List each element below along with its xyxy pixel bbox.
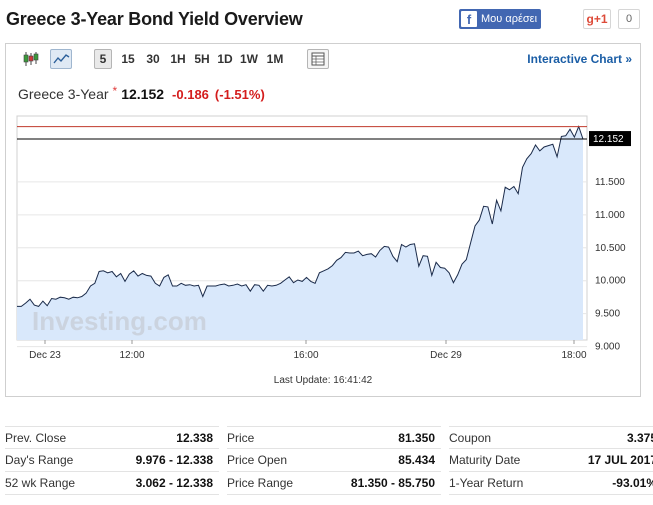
stat-row: Prev. Close 12.338 [5, 426, 219, 449]
timeframe-1d-button[interactable]: 1D [217, 52, 233, 66]
stats-column-1: Prev. Close 12.338 Day's Range 9.976 - 12.3… [5, 426, 219, 495]
y-tick-label: 10.500 [595, 243, 626, 254]
delayed-star-icon: * [112, 84, 118, 98]
interactive-chart-link[interactable]: Interactive Chart » [527, 52, 632, 66]
chart-toolbar: 5 15 30 1H 5H 1D 1W 1M Interactive Chart » [6, 44, 640, 74]
timeframe-15-button[interactable]: 15 [121, 52, 135, 66]
stat-label: Prev. Close [5, 430, 67, 445]
stat-value: 12.338 [176, 430, 213, 445]
stat-value: 9.976 - 12.338 [135, 453, 213, 467]
stat-value: 85.434 [398, 453, 435, 467]
quote-price: 12.152 [121, 86, 165, 102]
facebook-like-button[interactable]: f Μου αρέσει [459, 9, 542, 29]
stat-label: Price [227, 430, 255, 445]
y-tick-label: 10.000 [595, 276, 626, 287]
facebook-like-label: Μου αρέσει [481, 13, 538, 25]
quote-line: Greece 3-Year * 12.152 -0.186 (-1.51%) [18, 84, 265, 102]
google-plus-button[interactable]: g+1 [583, 9, 611, 29]
stats-column-2: Price 81.350 Price Open 85.434 Price Range 81… [227, 426, 441, 495]
stat-value: 3.375 [626, 430, 653, 445]
timeframe-5h-button[interactable]: 5H [194, 52, 210, 66]
stat-row: 52 wk Range 3.062 - 12.338 [5, 472, 219, 495]
stat-value: -93.01% [612, 476, 653, 490]
stat-label: Price Open [227, 453, 288, 467]
x-tick-label: Dec 29 [430, 350, 462, 361]
quote-change: -0.186 [172, 87, 209, 102]
stat-row: Price Range 81.350 - 85.750 [227, 472, 441, 495]
investing-watermark: Investing.com [32, 306, 207, 336]
y-tick-label: 9.000 [595, 342, 620, 353]
series-area [17, 126, 583, 340]
timeframe-1h-button[interactable]: 1H [170, 52, 186, 66]
stat-row: 1-Year Return -93.01% [449, 472, 653, 495]
x-tick-label: 12:00 [119, 350, 144, 361]
timeframe-1m-button[interactable]: 1M [266, 52, 284, 66]
facebook-icon: f [461, 11, 477, 27]
quote-name: Greece 3-Year [18, 86, 109, 102]
y-tick-label: 11.500 [595, 177, 625, 188]
stat-label: Maturity Date [449, 453, 521, 467]
quote-change-percent: (-1.51%) [214, 87, 265, 102]
stat-label: Coupon [449, 430, 492, 445]
stat-row: Price 81.350 [227, 426, 441, 449]
timeframe-30-button[interactable]: 30 [146, 52, 160, 66]
x-tick-label: Dec 23 [29, 350, 61, 361]
stat-row: Coupon 3.375 [449, 426, 653, 449]
last-price-value: 12.152 [593, 134, 624, 145]
timeframe-5-button[interactable]: 5 [94, 49, 112, 69]
candlestick-icon[interactable] [20, 49, 42, 69]
page-title: Greece 3-Year Bond Yield Overview [6, 9, 303, 29]
y-tick-label: 11.000 [595, 210, 625, 221]
x-tick-label: 16:00 [293, 350, 318, 361]
stats-column-3: Coupon 3.375 Maturity Date 17 JUL 2017 1-Yea… [449, 426, 653, 495]
stat-value: 17 JUL 2017 [587, 453, 653, 467]
stat-label: 52 wk Range [5, 476, 76, 490]
series-line [17, 125, 584, 307]
timeframe-1w-button[interactable]: 1W [240, 52, 258, 66]
stat-value: 3.062 - 12.338 [135, 476, 213, 490]
stat-label: Day's Range [5, 453, 74, 467]
stat-row: Price Open 85.434 [227, 449, 441, 472]
stat-label: Price Range [227, 476, 294, 490]
stat-value: 81.350 [398, 430, 435, 445]
last-update-text: Last Update: 16:41:42 [274, 375, 373, 386]
x-tick-label: 18:00 [561, 350, 586, 361]
stat-label: 1-Year Return [449, 476, 524, 490]
line-chart-icon[interactable] [50, 49, 72, 69]
stat-row: Day's Range 9.976 - 12.338 [5, 449, 219, 472]
google-plus-count: 0 [618, 9, 640, 29]
price-chart[interactable]: 9.000 9.500 10.000 10.500 11.000 11.500 Invest… [6, 44, 640, 396]
last-price-tag [589, 131, 631, 147]
stat-row: Maturity Date 17 JUL 2017 [449, 449, 653, 472]
stat-value: 81.350 - 85.750 [350, 476, 435, 490]
y-tick-label: 9.500 [595, 309, 620, 320]
table-icon[interactable] [307, 49, 329, 69]
chart-panel: 5 15 30 1H 5H 1D 1W 1M Interactive Chart » Gree… [5, 43, 641, 397]
